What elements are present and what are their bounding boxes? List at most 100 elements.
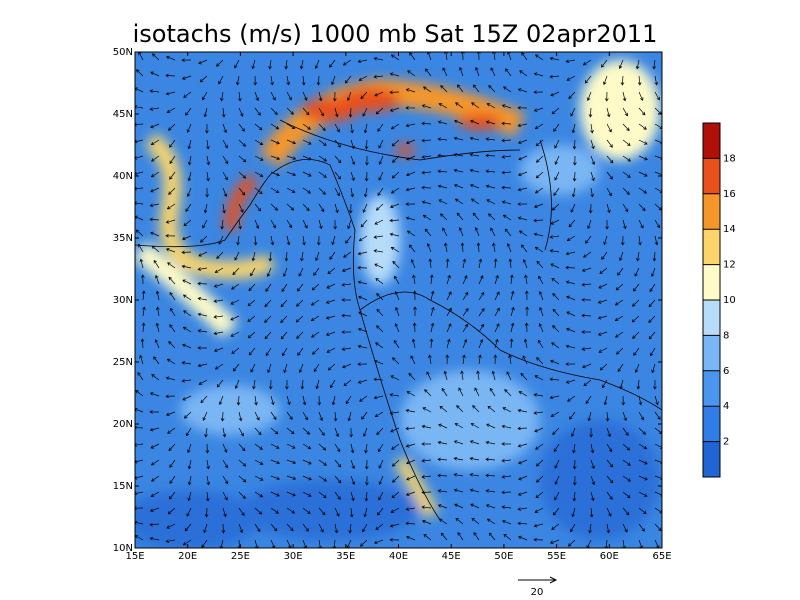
wind-arrow — [311, 331, 320, 338]
wind-arrow — [364, 443, 368, 454]
wind-arrow — [270, 235, 275, 246]
wind-arrow — [585, 235, 592, 244]
wind-arrow — [453, 168, 464, 173]
wind-arrow — [517, 139, 528, 145]
wind-arrow — [410, 355, 416, 365]
wind-arrow — [554, 139, 560, 149]
wind-arrow — [150, 491, 160, 497]
wind-arrow — [552, 308, 560, 317]
wind-arrow — [334, 155, 342, 164]
wind-arrow — [264, 315, 272, 323]
wind-arrow — [265, 283, 272, 292]
wind-arrow — [405, 216, 416, 221]
wind-arrow — [359, 539, 368, 547]
wind-arrow — [297, 347, 304, 356]
y-tick-label: 15N — [113, 481, 133, 492]
wind-arrow — [363, 123, 368, 134]
wind-arrow — [501, 458, 512, 463]
wind-arrow — [373, 235, 384, 239]
wind-arrow — [326, 347, 336, 353]
wind-arrow — [222, 475, 229, 485]
wind-arrow — [493, 354, 498, 365]
wind-arrow — [518, 155, 528, 161]
wind-arrow — [549, 74, 560, 79]
wind-arrow — [238, 139, 246, 147]
wind-arrow — [198, 251, 208, 257]
wind-arrow — [446, 307, 452, 317]
wind-arrow — [637, 75, 642, 86]
wind-arrow — [268, 379, 273, 390]
x-tick-label: 20E — [178, 551, 197, 562]
wind-arrow — [654, 523, 662, 532]
wind-arrow — [486, 423, 496, 429]
wind-arrow — [430, 290, 435, 301]
wind-arrow — [358, 75, 368, 81]
wind-arrow — [185, 203, 192, 212]
wind-arrow — [330, 379, 336, 389]
wind-arrow — [167, 262, 176, 269]
wind-arrow — [550, 263, 560, 269]
wind-arrow — [494, 323, 500, 333]
wind-arrow — [230, 299, 240, 305]
colorbar-label: 12 — [723, 260, 736, 271]
wind-arrow — [485, 489, 496, 493]
wind-arrow — [632, 299, 640, 307]
wind-arrow — [428, 258, 433, 269]
wind-arrow — [318, 491, 327, 499]
wind-arrow — [334, 139, 341, 148]
wind-arrow — [254, 523, 261, 533]
wind-arrow — [549, 249, 560, 253]
wind-arrow — [421, 104, 432, 109]
wind-arrow — [331, 75, 336, 86]
wind-arrow — [421, 200, 432, 205]
wind-arrow — [236, 395, 241, 406]
reference-arrowhead — [549, 576, 558, 584]
wind-arrow — [302, 91, 308, 101]
wind-arrow — [654, 91, 660, 101]
wind-arrow — [601, 251, 608, 260]
wind-arrow — [166, 358, 176, 365]
wind-arrow — [232, 267, 240, 276]
wind-arrow — [222, 203, 226, 214]
wind-arrow — [590, 155, 596, 166]
wind-arrow — [599, 363, 608, 371]
wind-arrow — [524, 274, 528, 285]
colorbar-segment — [703, 158, 720, 194]
wind-arrow — [181, 75, 192, 80]
wind-arrow — [222, 123, 227, 134]
wind-arrow — [206, 139, 210, 150]
wind-arrow — [216, 379, 224, 388]
wind-arrow — [453, 183, 464, 189]
y-tick-label: 50N — [113, 47, 133, 58]
wind-arrow — [554, 459, 560, 469]
wind-arrow — [270, 507, 279, 514]
wind-arrow — [149, 89, 160, 93]
wind-arrow — [534, 54, 544, 61]
wind-arrow — [150, 187, 160, 193]
x-tick-label: 35E — [336, 551, 355, 562]
wind-arrow — [406, 475, 416, 481]
wind-arrow — [492, 242, 496, 253]
wind-arrow — [405, 139, 416, 145]
wind-arrow — [390, 507, 400, 513]
wind-arrow — [566, 75, 576, 81]
wind-arrow — [286, 139, 296, 145]
wind-arrow — [409, 52, 416, 61]
wind-arrow — [456, 212, 464, 221]
wind-arrow — [507, 52, 512, 61]
wind-arrow — [654, 75, 659, 86]
wind-arrow — [457, 84, 464, 93]
wind-arrow — [302, 203, 310, 212]
wind-arrow — [169, 475, 176, 485]
wind-arrow — [135, 171, 144, 176]
wind-arrow — [150, 139, 160, 146]
wind-arrow — [421, 424, 432, 429]
wind-arrow — [566, 327, 576, 333]
wind-arrow — [411, 338, 416, 349]
wind-arrow — [517, 105, 528, 110]
wind-arrow — [453, 488, 464, 493]
wind-arrow — [238, 219, 242, 230]
wind-arrow — [552, 507, 560, 516]
wind-arrow — [551, 107, 560, 115]
wind-arrow — [638, 459, 648, 465]
